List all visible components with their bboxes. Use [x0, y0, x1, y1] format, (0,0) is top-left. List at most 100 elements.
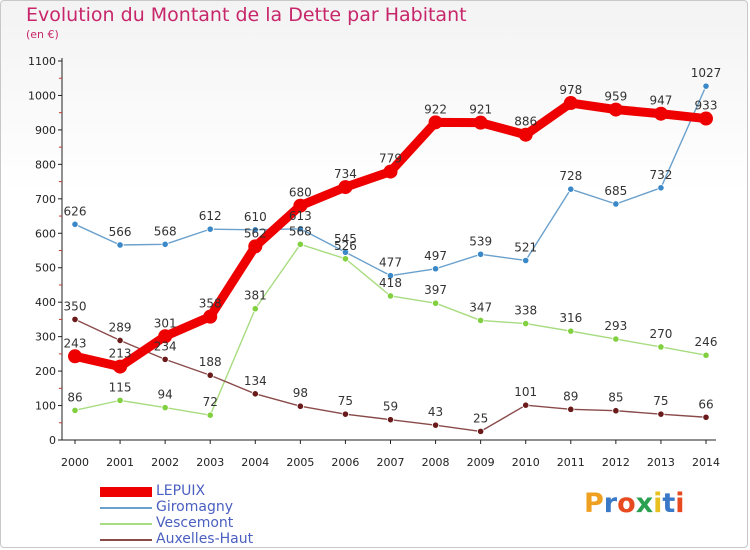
- x-tick-label: 2009: [467, 456, 495, 469]
- data-label-vescemont: 347: [469, 300, 492, 314]
- data-label-vescemont: 94: [158, 388, 173, 402]
- data-label-giromagny: 539: [469, 234, 492, 248]
- y-tick-label: 900: [35, 124, 56, 137]
- data-label-lepuix: 933: [695, 99, 718, 113]
- data-label-auxelles-haut: 43: [428, 405, 443, 419]
- x-tick-label: 2004: [241, 456, 269, 469]
- data-point-lepuix: [68, 349, 82, 364]
- x-tick-label: 2008: [422, 456, 450, 469]
- data-point-vescemont: [477, 316, 485, 325]
- legend-swatch: [100, 523, 152, 525]
- legend-swatch: [100, 487, 152, 497]
- data-label-lepuix: 358: [199, 297, 222, 311]
- data-label-giromagny: 497: [424, 249, 447, 263]
- data-label-giromagny: 521: [514, 240, 537, 254]
- logo-letter: i: [653, 488, 663, 519]
- chart-title: Evolution du Montant de la Dette par Hab…: [26, 4, 467, 26]
- x-tick-label: 2002: [151, 456, 179, 469]
- data-label-vescemont: 246: [695, 335, 718, 349]
- data-point-vescemont: [386, 292, 395, 300]
- data-label-auxelles-haut: 85: [608, 391, 623, 405]
- y-tick-label: 1000: [28, 89, 56, 102]
- data-point-giromagny: [386, 272, 395, 280]
- y-tick-label: 500: [35, 262, 56, 275]
- legend-item: Vescemont: [100, 515, 300, 532]
- data-label-auxelles-haut: 98: [293, 386, 308, 400]
- logo-letter: r: [603, 488, 618, 519]
- data-label-giromagny: 685: [604, 184, 627, 198]
- x-tick-label: 2001: [106, 456, 134, 469]
- x-tick-label: 2011: [557, 456, 585, 469]
- legend-item: Giromagny: [100, 499, 300, 516]
- legend-label: Auxelles-Haut: [156, 531, 254, 547]
- data-point-giromagny: [251, 226, 259, 234]
- data-point-vescemont: [296, 240, 304, 248]
- data-point-vescemont: [161, 404, 169, 412]
- legend-item: Auxelles-Haut: [100, 531, 300, 548]
- data-label-vescemont: 72: [203, 395, 218, 409]
- data-label-auxelles-haut: 25: [473, 411, 488, 425]
- legend-swatch: [100, 539, 152, 541]
- data-point-auxelles-haut: [71, 315, 79, 324]
- data-label-auxelles-haut: 289: [109, 320, 132, 334]
- y-tick-label: 800: [35, 158, 56, 171]
- data-label-vescemont: 397: [424, 283, 447, 297]
- data-point-giromagny: [206, 225, 214, 233]
- data-point-giromagny: [116, 241, 124, 249]
- logo-letter: o: [617, 488, 636, 519]
- data-label-lepuix: 922: [424, 102, 447, 116]
- data-label-vescemont: 381: [244, 289, 267, 303]
- data-label-giromagny: 626: [64, 204, 87, 218]
- data-point-lepuix: [383, 164, 398, 179]
- data-point-giromagny: [431, 265, 440, 273]
- data-point-vescemont: [657, 343, 665, 351]
- data-point-giromagny: [522, 256, 530, 265]
- data-point-auxelles-haut: [296, 402, 304, 410]
- y-tick-label: 100: [35, 400, 56, 413]
- legend-label: LEPUIX: [156, 483, 206, 499]
- data-label-auxelles-haut: 350: [64, 299, 87, 313]
- data-label-giromagny: 613: [289, 209, 312, 223]
- data-label-giromagny: 612: [199, 209, 222, 223]
- data-label-vescemont: 526: [334, 239, 357, 253]
- y-tick-label: 400: [35, 296, 56, 309]
- data-label-lepuix: 921: [469, 103, 492, 117]
- data-label-giromagny: 728: [559, 169, 582, 183]
- x-tick-label: 2006: [331, 456, 359, 469]
- data-point-auxelles-haut: [341, 410, 350, 418]
- data-point-vescemont: [702, 351, 710, 359]
- data-label-giromagny: 1027: [691, 66, 722, 80]
- data-label-giromagny: 610: [244, 210, 267, 224]
- data-point-auxelles-haut: [477, 427, 485, 435]
- data-point-vescemont: [116, 396, 124, 404]
- data-point-giromagny: [612, 200, 620, 208]
- data-point-auxelles-haut: [116, 336, 124, 345]
- data-label-auxelles-haut: 89: [563, 389, 578, 403]
- data-label-lepuix: 301: [154, 316, 177, 330]
- data-label-vescemont: 418: [379, 276, 402, 290]
- data-point-auxelles-haut: [386, 416, 395, 424]
- data-point-auxelles-haut: [251, 390, 259, 398]
- data-point-giromagny: [71, 220, 79, 228]
- data-point-auxelles-haut: [161, 355, 169, 363]
- legend-item: LEPUIX: [100, 483, 300, 500]
- x-tick-label: 2013: [647, 456, 675, 469]
- logo-letter: t: [662, 488, 676, 519]
- data-label-giromagny: 566: [109, 225, 132, 239]
- data-point-lepuix: [653, 106, 668, 121]
- data-point-giromagny: [477, 250, 485, 258]
- data-label-vescemont: 293: [604, 319, 627, 333]
- data-point-auxelles-haut: [657, 410, 665, 418]
- data-label-giromagny: 568: [154, 224, 177, 238]
- legend-label: Vescemont: [156, 515, 234, 531]
- data-point-giromagny: [567, 185, 575, 193]
- data-label-lepuix: 779: [379, 152, 402, 166]
- data-point-vescemont: [71, 406, 79, 414]
- data-point-auxelles-haut: [702, 413, 710, 421]
- data-label-lepuix: 978: [559, 83, 582, 97]
- data-label-auxelles-haut: 101: [514, 385, 537, 399]
- x-tick-label: 2007: [377, 456, 405, 469]
- data-label-lepuix: 886: [514, 115, 537, 129]
